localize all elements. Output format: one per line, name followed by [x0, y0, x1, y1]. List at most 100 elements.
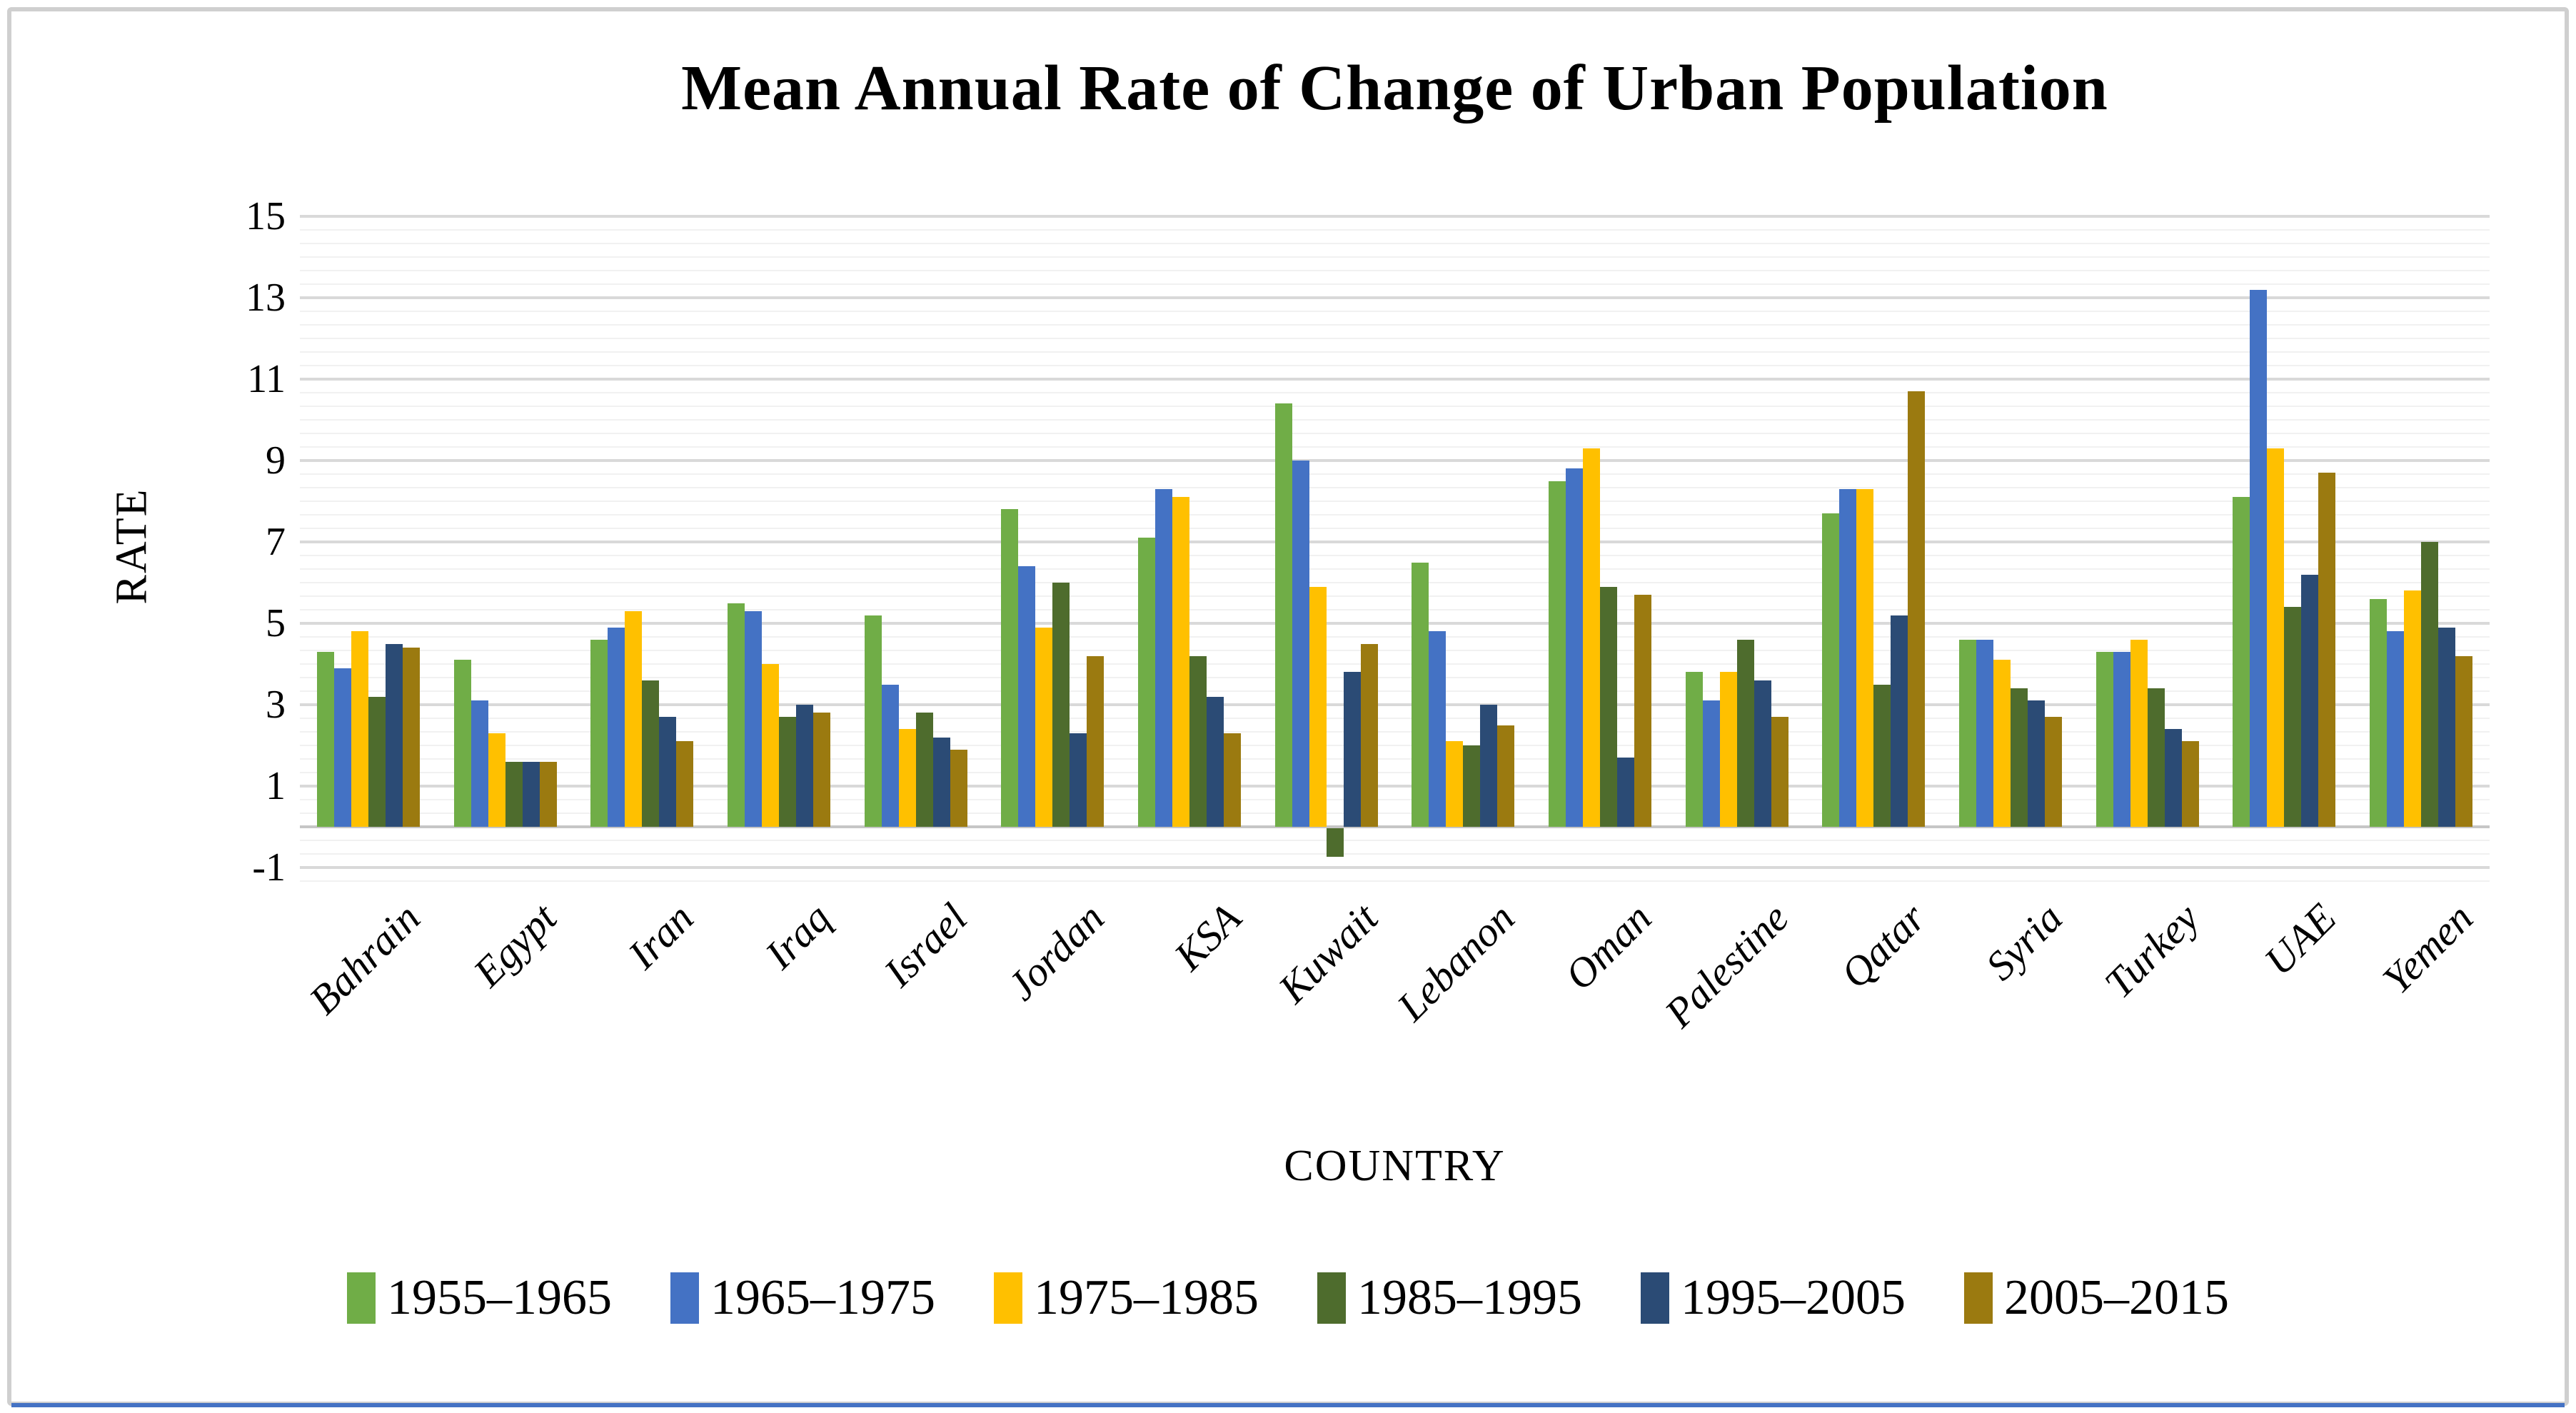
bar-palestine-1965-1975	[1702, 700, 1720, 827]
bar-uae-1965-1975	[2250, 289, 2268, 827]
gridline-major	[300, 459, 2490, 462]
bar-qatar-2005-2015	[1908, 391, 1926, 827]
x-axis-line	[300, 825, 2490, 828]
bar-egypt-1955-1965	[453, 660, 471, 827]
chart-title: Mean Annual Rate of Change of Urban Popu…	[681, 53, 2108, 124]
bar-qatar-1995-2005	[1891, 615, 1908, 827]
bar-bahrain-1965-1975	[333, 668, 351, 827]
legend-swatch	[1641, 1272, 1669, 1324]
bar-lebanon-1995-2005	[1480, 705, 1498, 827]
bar-ksa-1985-1995	[1189, 655, 1207, 827]
x-tick-label-turkey: Turkey	[2095, 894, 2208, 1007]
bar-palestine-1975-1985	[1719, 672, 1737, 827]
bar-uae-1975-1985	[2267, 448, 2285, 827]
x-tick-label-oman: Oman	[1556, 894, 1661, 999]
bar-egypt-1995-2005	[522, 761, 540, 827]
bar-ksa-1955-1965	[1137, 538, 1155, 827]
bar-syria-1955-1965	[1959, 639, 1977, 827]
bar-iraq-1975-1985	[761, 664, 779, 827]
bar-yemen-2005-2015	[2455, 655, 2473, 827]
bar-bahrain-1955-1965	[316, 651, 334, 827]
bar-jordan-1955-1965	[1001, 509, 1019, 827]
y-tick-label: 1	[266, 764, 286, 808]
bar-israel-1985-1995	[915, 713, 933, 827]
bar-syria-1995-2005	[2028, 700, 2046, 827]
gridline-minor	[300, 473, 2490, 475]
x-tick-label-qatar: Qatar	[1831, 894, 1935, 997]
legend-item: 2005–2015	[1964, 1269, 2229, 1327]
gridline-minor	[300, 840, 2490, 841]
gridline-minor	[300, 283, 2490, 285]
x-tick-label-lebanon: Lebanon	[1388, 894, 1524, 1030]
bar-turkey-1975-1985	[2130, 639, 2148, 827]
bar-turkey-1965-1975	[2113, 651, 2130, 827]
bar-israel-2005-2015	[950, 749, 967, 827]
bar-kuwait-2005-2015	[1360, 643, 1378, 827]
bar-oman-1995-2005	[1617, 758, 1635, 827]
y-tick-label: 3	[266, 683, 286, 727]
legend-label: 1995–2005	[1681, 1270, 1906, 1325]
x-tick-label-yemen: Yemen	[2373, 894, 2482, 1003]
gridline-minor	[300, 813, 2490, 814]
bar-qatar-1985-1995	[1873, 684, 1891, 827]
gridline-major	[300, 866, 2490, 869]
x-tick-label-kuwait: Kuwait	[1269, 894, 1387, 1012]
gridline-minor	[300, 772, 2490, 773]
bar-yemen-1965-1975	[2387, 631, 2405, 827]
bar-oman-1985-1995	[1600, 586, 1618, 827]
bar-bahrain-1975-1985	[351, 631, 368, 827]
gridline-minor	[300, 582, 2490, 583]
gridline-minor	[300, 880, 2490, 882]
gridline-major	[300, 296, 2490, 299]
bar-kuwait-1955-1965	[1274, 403, 1292, 827]
gridline-minor	[300, 853, 2490, 855]
legend-label: 2005–2015	[2004, 1270, 2229, 1325]
bar-palestine-1995-2005	[1754, 680, 1771, 827]
gridline-minor	[300, 595, 2490, 597]
bar-israel-1955-1965	[864, 615, 882, 827]
bar-turkey-1985-1995	[2147, 688, 2165, 827]
bottom-edge-line	[11, 1403, 2565, 1407]
bar-jordan-1965-1975	[1018, 566, 1036, 827]
bar-palestine-1985-1995	[1736, 639, 1754, 827]
x-tick-label-palestine: Palestine	[1655, 894, 1798, 1037]
x-tick-label-jordan: Jordan	[998, 894, 1113, 1010]
gridline-major	[300, 540, 2490, 543]
bar-jordan-1985-1995	[1052, 583, 1070, 827]
legend-swatch	[1317, 1272, 1346, 1324]
bar-lebanon-1975-1985	[1446, 741, 1464, 827]
bar-ksa-1975-1985	[1172, 497, 1189, 827]
bar-egypt-1985-1995	[505, 761, 523, 827]
legend-swatch	[994, 1272, 1022, 1324]
y-tick-label: 15	[246, 194, 286, 238]
bar-kuwait-1995-2005	[1343, 672, 1361, 827]
bar-ksa-1965-1975	[1154, 488, 1172, 827]
gridline-minor	[300, 433, 2490, 434]
plot-area	[300, 215, 2490, 884]
bar-syria-2005-2015	[2045, 717, 2063, 827]
gridline-minor	[300, 406, 2490, 407]
bar-syria-1985-1995	[2011, 688, 2028, 827]
bar-bahrain-2005-2015	[402, 648, 420, 827]
x-tick-label-iran: Iran	[619, 894, 703, 978]
x-tick-label-egypt: Egypt	[464, 894, 566, 996]
bar-iraq-1985-1995	[778, 717, 796, 827]
gridline-minor	[300, 419, 2490, 421]
gridline-minor	[300, 555, 2490, 556]
bar-iran-1975-1985	[625, 610, 643, 827]
x-tick-label-ksa: KSA	[1164, 894, 1250, 980]
gridline-minor	[300, 392, 2490, 393]
bar-iran-1955-1965	[590, 639, 608, 827]
bar-iran-1965-1975	[608, 627, 625, 827]
legend-swatch	[1964, 1272, 1993, 1324]
bar-lebanon-1965-1975	[1429, 631, 1447, 827]
bar-qatar-1975-1985	[1856, 488, 1874, 827]
bar-kuwait-1985-1995	[1326, 828, 1344, 857]
bar-yemen-1985-1995	[2421, 542, 2439, 827]
x-tick-label-syria: Syria	[1976, 894, 2071, 990]
y-axis-title: RATE	[107, 488, 156, 605]
gridline-major	[300, 378, 2490, 381]
bar-yemen-1955-1965	[2370, 598, 2388, 827]
legend-label: 1975–1985	[1034, 1270, 1259, 1325]
